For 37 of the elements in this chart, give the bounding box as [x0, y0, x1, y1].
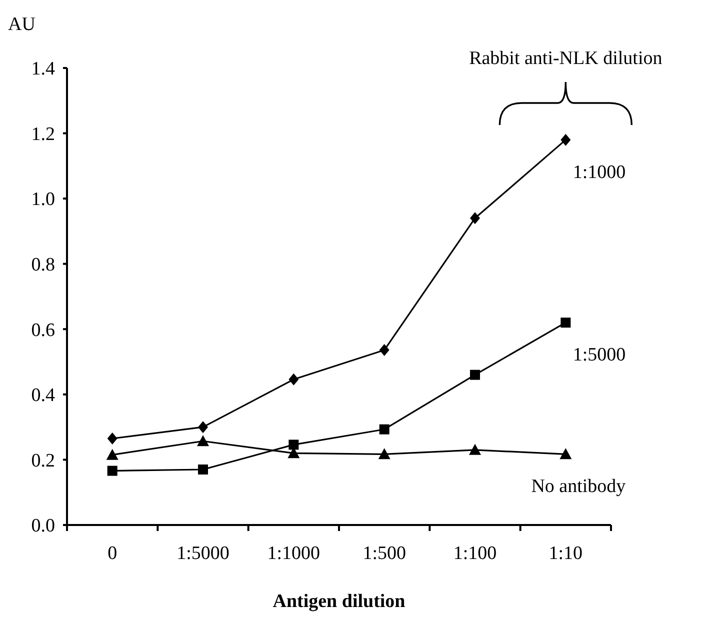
point: [288, 440, 299, 450]
point: [378, 448, 390, 460]
x-tick-label: 1:500: [362, 543, 406, 564]
point: [470, 212, 480, 224]
y-tick-label: 0.2: [31, 450, 55, 472]
series-label: 1:5000: [572, 344, 626, 366]
point: [379, 424, 390, 434]
x-tick-label: 1:5000: [176, 543, 230, 564]
x-axis-title: Antigen dilution: [272, 591, 406, 612]
point: [560, 134, 571, 146]
point: [288, 373, 299, 386]
y-tick-label: 0.6: [31, 320, 55, 341]
point: [470, 370, 480, 380]
point: [107, 466, 118, 476]
series-label: No antibody: [531, 476, 626, 498]
y-tick-label: 0.0: [31, 516, 55, 537]
y-tick-label: 1.2: [31, 124, 55, 145]
x-tick-label: 0: [108, 543, 118, 564]
point: [198, 464, 208, 475]
y-tick-label: 0.8: [31, 254, 55, 276]
series-label: 1:1000: [572, 162, 626, 183]
annotation: Rabbit anti-NLK dilution: [469, 48, 663, 69]
point: [560, 448, 572, 460]
x-tick-label: 1:100: [453, 543, 497, 564]
y-tick-label: 1.4: [31, 58, 56, 80]
point: [106, 448, 118, 460]
x-tick-label: 1:1000: [267, 543, 320, 564]
point: [197, 435, 209, 446]
point: [107, 432, 118, 444]
y-axis-title: AU: [8, 14, 36, 35]
point: [198, 421, 208, 434]
x-tick-label: 1:10: [548, 543, 583, 564]
point: [379, 344, 390, 356]
y-tick-label: 0.4: [31, 385, 56, 406]
y-tick-label: 1.0: [31, 189, 55, 210]
point: [560, 318, 571, 328]
point: [469, 444, 481, 455]
